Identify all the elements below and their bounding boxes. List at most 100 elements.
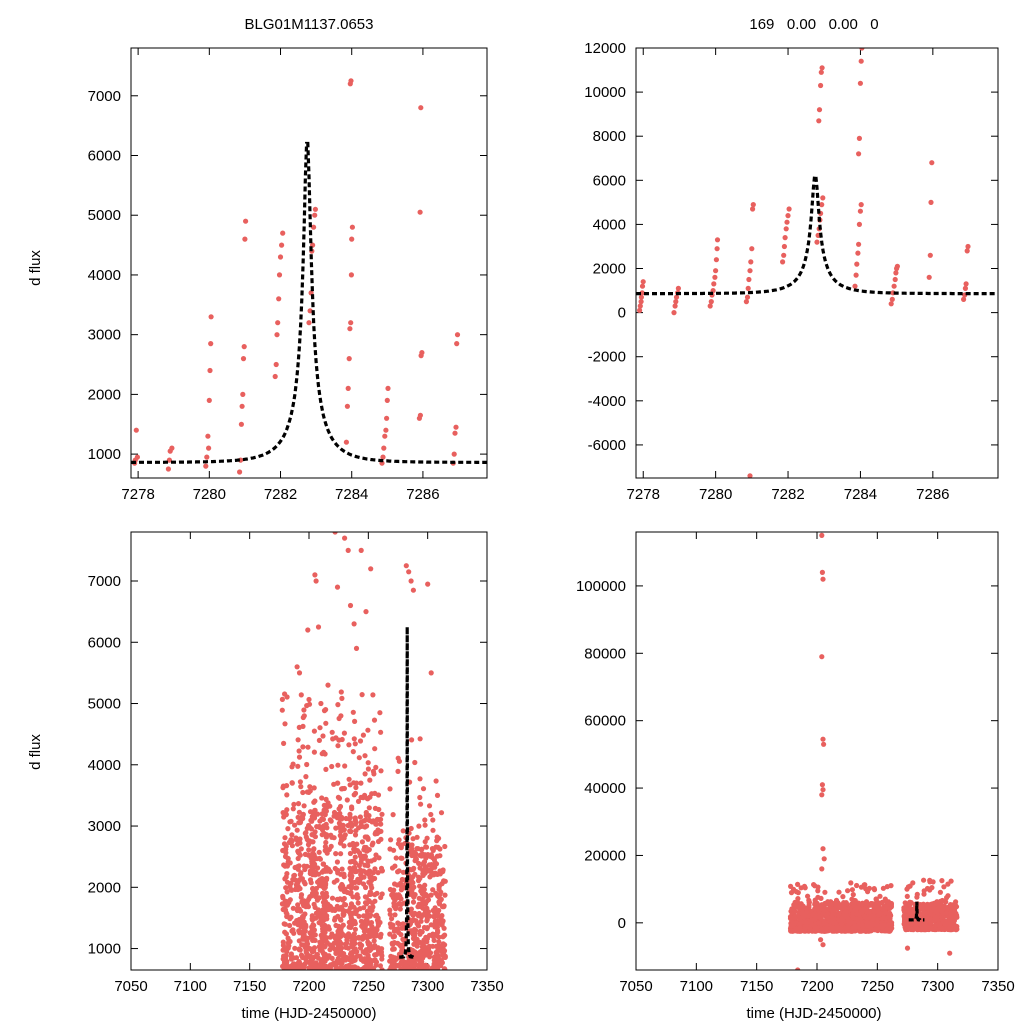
data-point xyxy=(338,828,344,835)
data-point xyxy=(322,943,328,949)
data-point xyxy=(790,928,796,934)
data-point xyxy=(829,911,836,918)
data-point xyxy=(843,912,850,919)
data-point xyxy=(820,576,826,582)
data-point xyxy=(748,259,754,265)
data-point xyxy=(820,787,826,793)
data-point xyxy=(311,749,317,755)
data-point xyxy=(357,738,364,744)
data-point xyxy=(360,853,366,859)
data-point xyxy=(319,832,325,838)
data-point xyxy=(169,445,175,451)
data-point xyxy=(373,852,379,858)
data-point xyxy=(240,356,247,362)
data-point xyxy=(300,744,306,750)
data-point xyxy=(879,899,885,906)
y-tick-label: 2000 xyxy=(88,386,121,403)
ylabel-bottom: d flux xyxy=(27,734,44,770)
data-point xyxy=(433,890,439,896)
data-point xyxy=(341,843,347,849)
data-point xyxy=(352,848,358,854)
y-tick-label: 4000 xyxy=(593,216,626,233)
data-points xyxy=(637,48,971,478)
data-point xyxy=(355,967,361,970)
data-point xyxy=(809,917,815,923)
y-tick-label: 4000 xyxy=(88,267,121,284)
data-point xyxy=(819,569,826,576)
data-point xyxy=(304,761,310,768)
data-point xyxy=(851,897,857,904)
data-point xyxy=(295,737,301,743)
data-point xyxy=(438,915,444,921)
data-point xyxy=(870,913,877,919)
data-point xyxy=(671,310,677,316)
data-point xyxy=(433,861,440,867)
data-point xyxy=(639,283,646,289)
data-point xyxy=(403,563,409,569)
data-point xyxy=(319,795,325,801)
x-tick-label: 7280 xyxy=(699,486,732,503)
data-point xyxy=(893,270,899,276)
data-point xyxy=(924,924,930,931)
data-point xyxy=(454,341,460,347)
data-point xyxy=(921,909,927,915)
data-point xyxy=(318,918,324,924)
data-point xyxy=(423,844,429,850)
data-point xyxy=(637,303,643,309)
data-point xyxy=(295,886,301,893)
data-point xyxy=(332,532,338,535)
data-point xyxy=(321,708,328,714)
data-point xyxy=(306,847,312,853)
data-point xyxy=(797,924,803,930)
data-point xyxy=(206,397,212,403)
y-tick-label: 100000 xyxy=(576,578,626,595)
data-point xyxy=(858,202,864,208)
data-point xyxy=(349,224,355,230)
data-point xyxy=(363,844,369,851)
data-point xyxy=(344,797,350,803)
data-point xyxy=(297,947,303,953)
y-tick-label: 20000 xyxy=(584,847,626,864)
data-point xyxy=(410,947,416,953)
data-point xyxy=(347,951,354,957)
data-point xyxy=(287,922,293,929)
x-tick-label: 7050 xyxy=(619,978,652,995)
data-point xyxy=(358,780,364,786)
data-point xyxy=(323,720,329,726)
data-point xyxy=(929,160,935,166)
data-point xyxy=(924,914,930,920)
data-point xyxy=(352,790,359,797)
data-point xyxy=(333,950,339,957)
data-point xyxy=(795,967,801,970)
data-point xyxy=(888,883,894,889)
data-point xyxy=(384,397,390,403)
data-point xyxy=(309,947,315,953)
data-point xyxy=(353,820,359,826)
data-point xyxy=(378,729,384,735)
data-point xyxy=(361,913,367,919)
data-point xyxy=(374,912,380,918)
data-point xyxy=(440,867,446,873)
data-point xyxy=(374,816,380,823)
data-point xyxy=(847,905,853,911)
data-point xyxy=(452,430,458,436)
data-point xyxy=(367,962,373,969)
data-point xyxy=(640,279,646,285)
data-point xyxy=(381,445,387,451)
data-point xyxy=(281,967,287,970)
data-point xyxy=(378,828,384,835)
data-point xyxy=(396,901,402,907)
data-point xyxy=(408,909,414,916)
data-point xyxy=(397,880,404,887)
data-point xyxy=(390,891,396,897)
data-point xyxy=(382,433,388,439)
data-point xyxy=(870,903,876,909)
data-point xyxy=(281,740,287,747)
data-point xyxy=(338,713,344,719)
data-point xyxy=(296,928,302,934)
data-point xyxy=(346,816,352,822)
data-point xyxy=(385,385,391,391)
data-point xyxy=(856,135,863,141)
data-point xyxy=(369,923,375,930)
data-point xyxy=(948,919,954,925)
